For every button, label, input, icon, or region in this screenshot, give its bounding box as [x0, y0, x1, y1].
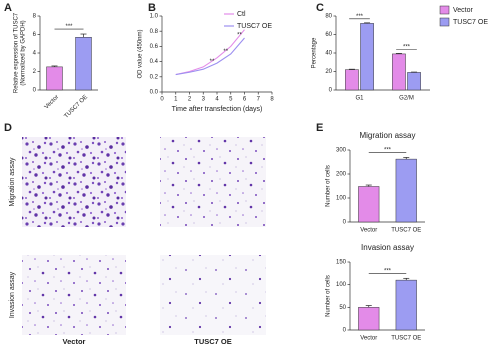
row-label: Invasion assay — [9, 271, 16, 318]
x-tick-label: TUSC7 OE — [64, 94, 89, 119]
panel-label: D — [4, 122, 12, 134]
x-tick-label: G1 — [355, 96, 364, 102]
legend-swatch — [439, 5, 450, 15]
legend-label: TUSC7 OE — [237, 23, 272, 30]
y-axis-label: OD value (450nm) — [138, 29, 144, 78]
y-tick-label: 150 — [336, 260, 347, 266]
column-label: Vector — [63, 337, 86, 346]
legend-label: Vector — [453, 7, 474, 14]
y-tick-label: 0.6 — [150, 44, 159, 50]
y-tick-label: 4 — [33, 51, 37, 57]
bar — [345, 69, 359, 91]
panel-label: A — [4, 2, 12, 14]
x-tick-label: 6 — [243, 97, 247, 103]
significance-label: ** — [210, 59, 215, 65]
significance-label: *** — [384, 268, 392, 274]
y-tick-label: 0.4 — [150, 59, 159, 65]
series-line — [175, 29, 245, 76]
y-axis-label: Number of cells — [326, 275, 332, 317]
significance-label: *** — [65, 24, 73, 30]
y-tick-label: 300 — [336, 148, 347, 154]
x-tick-label: 4 — [215, 97, 219, 103]
y-tick-label: 8 — [33, 14, 37, 20]
chart-title: Invasion assay — [361, 243, 414, 252]
significance-label: ** — [223, 49, 228, 55]
x-tick-label: TUSC7 OE — [391, 228, 421, 234]
x-tick-label: 3 — [202, 97, 206, 103]
legend-label: Ctl — [237, 11, 246, 18]
x-tick-label: G2/M — [399, 96, 414, 102]
x-tick-label: 7 — [257, 97, 261, 103]
y-tick-label: 6 — [33, 32, 37, 38]
y-tick-label: 50 — [339, 305, 346, 311]
column-label: TUSC7 OE — [194, 337, 232, 346]
bar — [407, 72, 421, 91]
y-axis-label: (Normalized by GAPDH) — [21, 20, 27, 85]
micrographs: Migration assay Invasion assay Vector TU… — [9, 137, 266, 346]
bar — [358, 186, 380, 223]
y-tick-label: 0 — [343, 328, 347, 334]
y-tick-label: 2 — [33, 69, 37, 75]
bar — [358, 307, 380, 331]
micrograph — [160, 137, 266, 227]
bar — [395, 158, 417, 223]
bar — [392, 53, 406, 91]
panel-labels: A B C D E — [4, 2, 324, 134]
y-axis-label: Number of cells — [326, 165, 332, 207]
significance-label: ** — [237, 32, 242, 38]
micrograph — [22, 137, 126, 227]
panel-label: C — [316, 2, 324, 14]
series-line — [175, 37, 245, 76]
panel-label: E — [316, 122, 323, 134]
significance-label: *** — [356, 14, 364, 20]
bar — [46, 66, 63, 91]
chart-title: Migration assay — [359, 131, 415, 140]
y-tick-label: 20 — [325, 69, 332, 75]
x-tick-label: 1 — [174, 97, 178, 103]
bar — [75, 37, 92, 91]
y-axis-label: Percentage — [312, 37, 318, 68]
legend-label: TUSC7 OE — [453, 19, 488, 26]
y-tick-label: 0 — [343, 220, 347, 226]
y-tick-label: 1.0 — [150, 14, 159, 20]
bar — [360, 23, 374, 91]
y-tick-label: 40 — [325, 51, 332, 57]
micrograph — [22, 255, 126, 335]
y-tick-label: 80 — [325, 14, 332, 20]
legend-swatch — [439, 17, 450, 27]
bar — [395, 279, 417, 331]
y-tick-label: 0.0 — [150, 90, 159, 96]
significance-label: *** — [403, 44, 411, 50]
x-tick-label: 0 — [160, 97, 164, 103]
y-tick-label: 0.8 — [150, 29, 159, 35]
y-tick-label: 0 — [33, 88, 37, 94]
x-tick-label: Vector — [360, 336, 377, 342]
row-label: Migration assay — [9, 157, 16, 207]
x-tick-label: 8 — [270, 97, 274, 103]
x-tick-label: Vector — [44, 94, 60, 110]
significance-label: *** — [384, 148, 392, 154]
y-tick-label: 0 — [329, 88, 333, 94]
x-axis-label: Time after transfection (days) — [172, 106, 263, 113]
y-tick-label: 100 — [336, 196, 347, 202]
y-tick-label: 100 — [336, 282, 347, 288]
panel-label: B — [148, 2, 156, 14]
y-tick-label: 200 — [336, 172, 347, 178]
y-axis-label: Relative expression of TUSC7 — [14, 12, 20, 93]
x-tick-label: Vector — [360, 228, 377, 234]
y-tick-label: 0.2 — [150, 74, 159, 80]
y-tick-label: 60 — [325, 32, 332, 38]
micrograph — [160, 255, 266, 335]
x-tick-label: 2 — [188, 97, 192, 103]
x-tick-label: TUSC7 OE — [391, 336, 421, 342]
x-tick-label: 5 — [229, 97, 233, 103]
